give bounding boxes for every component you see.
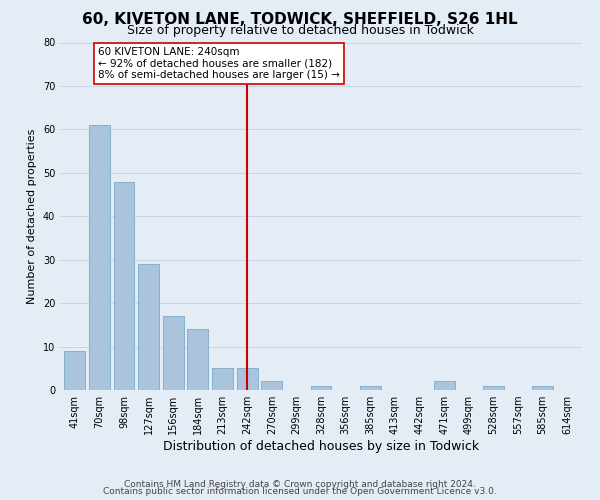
Text: 60, KIVETON LANE, TODWICK, SHEFFIELD, S26 1HL: 60, KIVETON LANE, TODWICK, SHEFFIELD, S2… <box>82 12 518 28</box>
Bar <box>163 316 184 390</box>
X-axis label: Distribution of detached houses by size in Todwick: Distribution of detached houses by size … <box>163 440 479 453</box>
Text: Size of property relative to detached houses in Todwick: Size of property relative to detached ho… <box>127 24 473 37</box>
Bar <box>89 125 110 390</box>
Text: 60 KIVETON LANE: 240sqm
← 92% of detached houses are smaller (182)
8% of semi-de: 60 KIVETON LANE: 240sqm ← 92% of detache… <box>98 47 340 80</box>
Bar <box>64 351 85 390</box>
Bar <box>434 382 455 390</box>
Text: Contains HM Land Registry data © Crown copyright and database right 2024.: Contains HM Land Registry data © Crown c… <box>124 480 476 489</box>
Bar <box>113 182 134 390</box>
Bar <box>212 368 233 390</box>
Bar <box>311 386 331 390</box>
Bar <box>138 264 159 390</box>
Bar <box>360 386 381 390</box>
Y-axis label: Number of detached properties: Number of detached properties <box>27 128 37 304</box>
Bar <box>483 386 504 390</box>
Bar <box>187 329 208 390</box>
Bar <box>261 382 282 390</box>
Bar <box>236 368 257 390</box>
Text: Contains public sector information licensed under the Open Government Licence v3: Contains public sector information licen… <box>103 487 497 496</box>
Bar <box>532 386 553 390</box>
